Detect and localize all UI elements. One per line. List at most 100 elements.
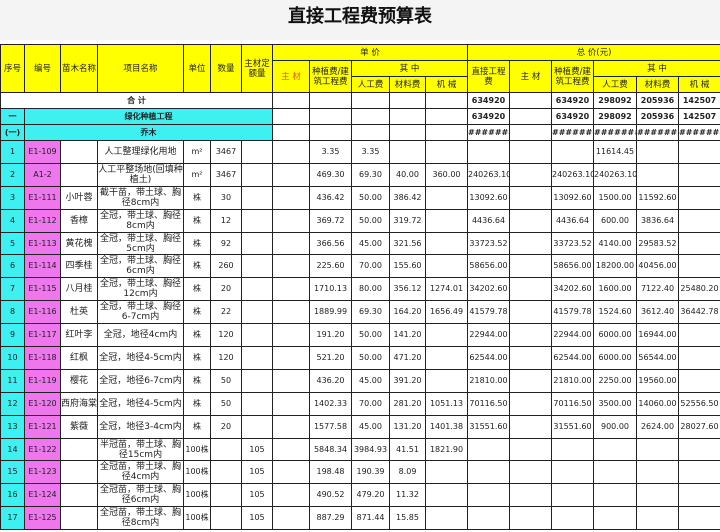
cell-total-machine[interactable]: 36442.78: [677, 300, 720, 325]
cell-quantity[interactable]: 120: [210, 323, 242, 348]
cell-code[interactable]: A1-2: [24, 162, 61, 187]
cell-item-name[interactable]: 人工整理绿化用地: [97, 140, 184, 164]
cell-unit[interactable]: 株: [183, 185, 211, 210]
cell-direct-cost[interactable]: 41579.78: [467, 300, 510, 325]
cell-total-main[interactable]: [509, 323, 552, 348]
cell-total-machine[interactable]: [677, 437, 720, 462]
cell-total-labor[interactable]: 6000.00: [593, 346, 637, 370]
cell-item-name[interactable]: 全冠，地径3-4cm内: [97, 414, 184, 439]
cell-total-machine[interactable]: 28027.60: [677, 414, 720, 439]
cell-total-machine[interactable]: [677, 483, 720, 508]
cell-unit-planting[interactable]: 521.20: [309, 346, 352, 370]
cell-main-quota[interactable]: 105: [241, 483, 273, 508]
cell-plant-name[interactable]: [60, 140, 98, 164]
cell-item-name[interactable]: 全冠，带土球、胸径6-7cm内: [97, 300, 184, 325]
section-label[interactable]: 绿化种植工程: [24, 108, 273, 125]
cell-code[interactable]: E1-119: [24, 368, 61, 393]
cell-total-material[interactable]: [636, 162, 679, 187]
cell-total-main[interactable]: [509, 231, 552, 256]
cell-total-planting[interactable]: 21810.00: [551, 368, 594, 393]
cell-total-planting[interactable]: [551, 506, 594, 531]
cell-plant-name[interactable]: 八月桂: [60, 277, 98, 302]
cell-unit-material[interactable]: 164.20: [389, 300, 426, 325]
cell-total-main[interactable]: [509, 437, 552, 462]
cell-plant-name[interactable]: 紫薇: [60, 414, 98, 439]
header-unit-planting[interactable]: 种植费/建筑工程费: [309, 60, 352, 93]
cell-total-machine[interactable]: [677, 460, 720, 485]
cell-unit-labor[interactable]: 69.30: [351, 300, 390, 325]
cell-unit[interactable]: 株: [183, 277, 211, 302]
section-seq[interactable]: (一): [0, 124, 25, 141]
cell-total-planting[interactable]: [551, 437, 594, 462]
cell-quantity[interactable]: 120: [210, 346, 242, 370]
cell-total-machine[interactable]: [677, 323, 720, 348]
cell-total-planting[interactable]: 13092.60: [551, 185, 594, 210]
cell-unit-planting[interactable]: 1577.58: [309, 414, 352, 439]
cell-unit-main[interactable]: [272, 300, 310, 325]
cell-total-material[interactable]: 29583.52: [636, 231, 679, 256]
cell-total-material[interactable]: 7122.40: [636, 277, 679, 302]
cell-unit[interactable]: 株: [183, 414, 211, 439]
section-material[interactable]: 205936: [636, 108, 679, 125]
cell-total-labor[interactable]: 1600.00: [593, 277, 637, 302]
cell-unit-labor[interactable]: 80.00: [351, 277, 390, 302]
cell-total-machine[interactable]: [677, 208, 720, 233]
cell-total-machine[interactable]: [677, 506, 720, 531]
cell-item-name[interactable]: 全冠苗，带土球、胸径8cm内: [97, 506, 184, 531]
cell-total-machine[interactable]: [677, 368, 720, 393]
cell-unit-machine[interactable]: [425, 460, 468, 485]
cell-code[interactable]: E1-109: [24, 140, 61, 164]
cell-code[interactable]: E1-117: [24, 323, 61, 348]
cell-total-main[interactable]: [509, 346, 552, 370]
cell-total-material[interactable]: 3836.64: [636, 208, 679, 233]
section-seq[interactable]: 一: [0, 108, 25, 125]
cell-total-material[interactable]: 19560.00: [636, 368, 679, 393]
summary-machine[interactable]: 142507: [677, 92, 720, 109]
cell-total-material[interactable]: [636, 140, 679, 164]
cell-unit-planting[interactable]: 1710.13: [309, 277, 352, 302]
cell-item-name[interactable]: 全冠，带土球、胸径8cm内: [97, 208, 184, 233]
cell-quantity[interactable]: 3467: [210, 162, 242, 187]
cell-unit-planting[interactable]: 369.72: [309, 208, 352, 233]
cell-total-material[interactable]: 56544.00: [636, 346, 679, 370]
cell-total-planting[interactable]: 70116.50: [551, 391, 594, 416]
cell-unit-material[interactable]: 356.12: [389, 277, 426, 302]
cell-total-material[interactable]: [636, 437, 679, 462]
cell-code[interactable]: E1-122: [24, 437, 61, 462]
cell-total-planting[interactable]: 62544.00: [551, 346, 594, 370]
cell-total-labor[interactable]: 1524.60: [593, 300, 637, 325]
cell-total-planting[interactable]: 34202.60: [551, 277, 594, 302]
cell-unit-material[interactable]: 11.32: [389, 483, 426, 508]
header-total-main[interactable]: 主 材: [509, 60, 552, 93]
cell-total-main[interactable]: [509, 460, 552, 485]
cell-total-material[interactable]: 11592.60: [636, 185, 679, 210]
cell-unit-machine[interactable]: [425, 231, 468, 256]
cell-unit-material[interactable]: 131.20: [389, 414, 426, 439]
cell-total-material[interactable]: [636, 483, 679, 508]
cell-plant-name[interactable]: 黄花槐: [60, 231, 98, 256]
cell-code[interactable]: E1-125: [24, 506, 61, 531]
cell-unit-main[interactable]: [272, 277, 310, 302]
cell-unit-material[interactable]: 41.51: [389, 437, 426, 462]
header-unit-of-which[interactable]: 其 中: [351, 60, 468, 77]
cell-total-main[interactable]: [509, 277, 552, 302]
cell-direct-cost[interactable]: [467, 460, 510, 485]
cell-unit-machine[interactable]: [425, 185, 468, 210]
header-total-price[interactable]: 总 价(元): [466, 44, 720, 61]
cell-direct-cost[interactable]: 31551.60: [467, 414, 510, 439]
cell-total-labor[interactable]: [593, 437, 637, 462]
cell-total-main[interactable]: [509, 414, 552, 439]
cell-code[interactable]: E1-112: [24, 208, 61, 233]
cell-total-planting[interactable]: 4436.64: [551, 208, 594, 233]
cell-plant-name[interactable]: 四季桂: [60, 254, 98, 279]
header-total-planting[interactable]: 种植费/建筑工程费: [551, 60, 594, 93]
cell-total-planting[interactable]: [551, 140, 594, 164]
cell-total-labor[interactable]: [593, 483, 637, 508]
cell-total-material[interactable]: 40456.00: [636, 254, 679, 279]
cell-seq[interactable]: 16: [0, 483, 25, 508]
cell-unit-main[interactable]: [272, 162, 310, 187]
cell-seq[interactable]: 9: [0, 323, 25, 348]
cell-total-main[interactable]: [509, 140, 552, 164]
cell-direct-cost[interactable]: 34202.60: [467, 277, 510, 302]
cell-total-machine[interactable]: [677, 140, 720, 164]
